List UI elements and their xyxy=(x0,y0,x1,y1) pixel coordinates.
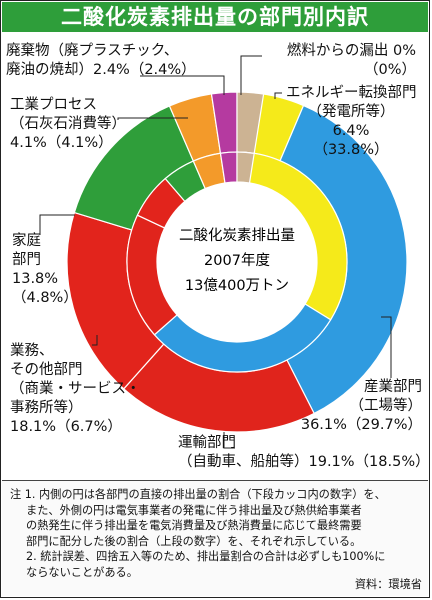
label-household-line1: 家庭 xyxy=(12,233,41,249)
label-process-line2: （石灰石消費等） xyxy=(10,116,126,132)
note-2-line1: 2. 統計誤差、四捨五入等のため、排出量割合の合計は必ずしも100%に xyxy=(26,550,386,563)
note-1-line3: の熱発生に伴う排出量を電気消費量及び熱消費量に応じて最終需要 xyxy=(26,519,362,532)
label-fuel-line2: （0%） xyxy=(363,62,416,78)
label-transport-line1: 運輸部門 xyxy=(178,435,236,451)
note-1-line4: 部門に配分した後の割合（上段の数字）を、それぞれ示している。 xyxy=(26,534,362,548)
leader-commercial xyxy=(92,335,98,346)
center-line1: 二酸化炭素排出量 xyxy=(179,227,295,244)
leader-lines xyxy=(39,55,392,449)
leader-household xyxy=(39,214,75,235)
label-industry-line3: 36.1%（29.7%） xyxy=(300,417,422,433)
label-energy-line1: エネルギー転換部門 xyxy=(286,85,417,101)
label-commercial-line4: 事務所等） xyxy=(10,400,83,416)
label-household: 家庭 部門 13.8% （4.8%） xyxy=(12,232,78,308)
note-2-line2: ならないことがある。 xyxy=(26,565,138,579)
note-1-line1: 注 1. 内側の円は各部門の直接の排出量の割合（下段カッコ内の数字）を、 xyxy=(10,488,386,501)
label-industry-line1: 産業部門 xyxy=(364,379,422,395)
label-waste: 廃棄物（廃プラスチック、 廃油の焼却）2.4%（2.4%） xyxy=(6,42,196,80)
label-fuel: 燃料からの漏出 0% （0%） xyxy=(266,42,416,80)
leader-waste xyxy=(140,75,225,95)
label-household-line3: 13.8% xyxy=(12,271,59,287)
label-waste-line1: 廃棄物（廃プラスチック、 xyxy=(6,43,179,59)
label-energy-line2: （発電所等） xyxy=(307,104,395,120)
leader-fuel xyxy=(240,55,262,95)
leader-energy xyxy=(274,92,282,99)
center-hole xyxy=(157,182,317,342)
chart-title: 二酸化炭素排出量の部門別内訳 xyxy=(2,2,428,32)
label-transport: 運輸部門 （自動車、船舶等）19.1%（18.5%） xyxy=(178,434,430,472)
label-industry: 産業部門 （工場等） 36.1%（29.7%） xyxy=(296,378,422,435)
label-industry-line2: （工場等） xyxy=(349,398,423,414)
label-household-line4: （4.8%） xyxy=(12,290,78,306)
leader-process xyxy=(117,117,188,120)
label-process-line3: 4.1%（4.1%） xyxy=(10,135,113,151)
label-waste-line2: 廃油の焼却）2.4%（2.4%） xyxy=(6,62,196,78)
label-energy-line3: 6.4% xyxy=(332,123,370,139)
center-line3: 13億400万トン xyxy=(185,277,289,294)
leader-transport xyxy=(223,432,235,449)
label-commercial-line5: 18.1%（6.7%） xyxy=(10,419,122,435)
source-label: 資料：環境省 xyxy=(354,577,422,591)
label-commercial-line3: （商業・サービス・ xyxy=(10,381,141,397)
label-fuel-line1: 燃料からの漏出 0% xyxy=(286,43,416,59)
label-transport-line2: （自動車、船舶等）19.1%（18.5%） xyxy=(178,454,430,470)
label-household-line2: 部門 xyxy=(12,252,41,268)
inner-ring xyxy=(126,151,348,373)
label-energy: エネルギー転換部門 （発電所等） 6.4% （33.8%） xyxy=(286,84,417,160)
label-energy-line4: （33.8%） xyxy=(313,142,389,158)
label-commercial: 業務、 その他部門 （商業・サービス・ 事務所等） 18.1%（6.7%） xyxy=(10,342,141,437)
label-process: 工業プロセス （石灰石消費等） 4.1%（4.1%） xyxy=(10,96,126,153)
label-commercial-line2: その他部門 xyxy=(10,362,83,378)
center-line2: 2007年度 xyxy=(204,252,270,269)
label-commercial-line1: 業務、 xyxy=(10,343,54,359)
leader-industry xyxy=(381,316,392,378)
note-1-line2: また、外側の円は電気事業者の発電に伴う排出量及び熱供給事業者 xyxy=(26,503,362,517)
label-process-line1: 工業プロセス xyxy=(10,97,97,113)
notes-box: 注 1. 内側の円は各部門の直接の排出量の割合（下段カッコ内の数字）を、 また、… xyxy=(2,480,428,596)
